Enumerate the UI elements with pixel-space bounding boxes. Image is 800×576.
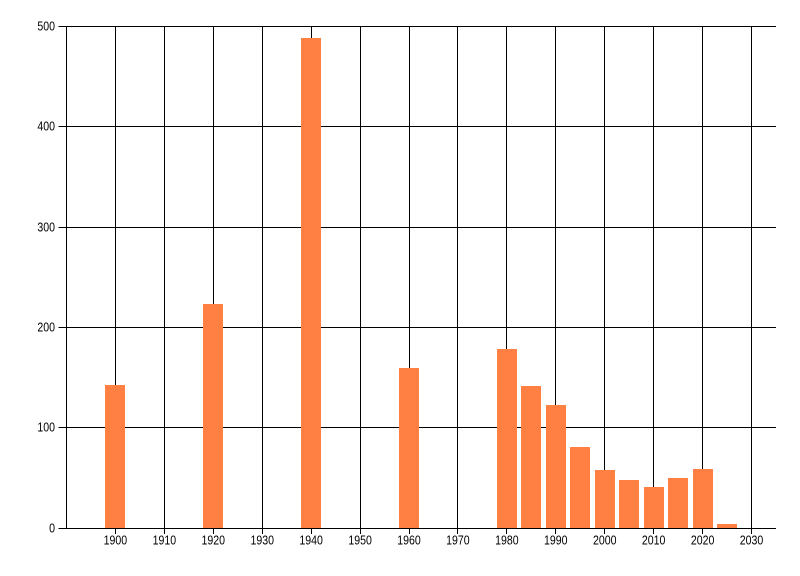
svg-text:0: 0 — [49, 521, 55, 536]
svg-text:1950: 1950 — [348, 533, 372, 548]
svg-text:300: 300 — [37, 220, 55, 235]
svg-text:500: 500 — [37, 19, 55, 34]
svg-text:2020: 2020 — [691, 533, 715, 548]
svg-text:2030: 2030 — [740, 533, 764, 548]
svg-text:1940: 1940 — [299, 533, 323, 548]
svg-text:1960: 1960 — [397, 533, 421, 548]
svg-text:1910: 1910 — [153, 533, 177, 548]
svg-text:200: 200 — [37, 320, 55, 335]
svg-text:400: 400 — [37, 119, 55, 134]
svg-text:100: 100 — [37, 420, 55, 435]
svg-text:1920: 1920 — [202, 533, 226, 548]
svg-text:1930: 1930 — [250, 533, 274, 548]
svg-text:1970: 1970 — [446, 533, 470, 548]
svg-text:1990: 1990 — [544, 533, 568, 548]
svg-text:2010: 2010 — [642, 533, 666, 548]
svg-text:1980: 1980 — [495, 533, 519, 548]
svg-text:1900: 1900 — [104, 533, 128, 548]
svg-text:2000: 2000 — [593, 533, 617, 548]
